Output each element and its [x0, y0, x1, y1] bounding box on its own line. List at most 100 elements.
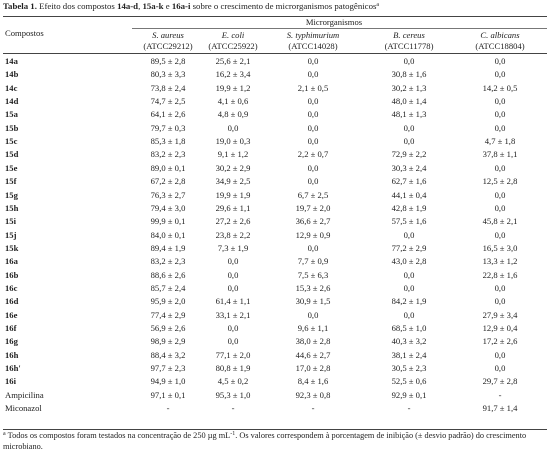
cell: -	[407, 403, 411, 414]
rule	[132, 28, 547, 29]
cell: 4,7 ± 1,8	[484, 136, 516, 147]
cell: 23,8 ± 2,2	[215, 229, 251, 240]
title-text: ,	[138, 1, 143, 11]
cell: 0,0	[307, 96, 319, 107]
column-species: C. albicans	[480, 30, 520, 40]
column-species: E. coli	[221, 30, 245, 40]
cell: 19,0 ± 0,3	[215, 136, 251, 147]
column-species: S. aureus	[152, 30, 184, 40]
footnote-mark: a	[376, 2, 380, 8]
stub-header: Compostos	[5, 28, 44, 38]
cell: 0,0	[494, 363, 506, 374]
cell: 83,2 ± 2,3	[150, 149, 186, 160]
cell: 0,0	[494, 96, 506, 107]
cell: 40,3 ± 3,2	[391, 336, 427, 347]
cell: 0,0	[307, 309, 319, 320]
cell: 4,5 ± 0,2	[217, 376, 249, 387]
cell: 68,5 ± 1,0	[391, 323, 427, 333]
cell: 84,2 ± 1,9	[391, 296, 427, 307]
footnote-text: -1	[230, 431, 236, 437]
cell: 0,0	[227, 282, 239, 293]
cell: 9,6 ± 1,1	[297, 323, 329, 333]
cell: 77,1 ± 2,0	[215, 349, 251, 360]
rule	[3, 53, 547, 54]
cell: 91,7 ± 1,4	[482, 403, 518, 414]
cell: 62,7 ± 1,6	[391, 176, 427, 187]
cell: 0,0	[227, 336, 239, 347]
cell: -	[166, 403, 170, 414]
cell: 0,0	[494, 122, 506, 133]
cell: 99,9 ± 0,1	[150, 216, 186, 227]
cell: 42,8 ± 1,9	[391, 202, 427, 213]
cell: 89,0 ± 0,1	[150, 162, 186, 173]
row-label: 15b	[5, 122, 19, 133]
cell: 0,0	[403, 269, 415, 280]
title-label: Tabela 1.	[3, 1, 37, 11]
cell: 17,2 ± 2,6	[482, 336, 518, 347]
cell: 67,2 ± 2,8	[150, 176, 186, 187]
cell: 30,8 ± 1,6	[391, 69, 427, 80]
cell: 0,0	[403, 309, 415, 320]
cell: 77,4 ± 2,9	[150, 309, 186, 320]
cell: 29,6 ± 1,1	[215, 202, 251, 213]
cell: 8,4 ± 1,6	[297, 376, 329, 387]
rule	[3, 429, 547, 430]
cell: 30,5 ± 2,3	[391, 363, 427, 374]
cell: 29,7 ± 2,8	[482, 376, 518, 387]
cell: 89,5 ± 2,8	[150, 56, 186, 66]
row-label: 15e	[5, 162, 18, 173]
cell: 19,9 ± 1,2	[215, 82, 251, 93]
title-text: 15a-k	[142, 1, 164, 11]
cell: 43,0 ± 2,8	[391, 256, 427, 267]
row-label: 16f	[5, 323, 17, 333]
cell: 83,2 ± 2,3	[150, 256, 186, 267]
cell: 0,0	[403, 229, 415, 240]
row-label: 15g	[5, 189, 18, 200]
cell: 92,3 ± 0,8	[295, 389, 331, 400]
cell: 64,1 ± 2,6	[150, 109, 186, 120]
group-header: Microrganismos	[305, 17, 363, 27]
row-label: 14c	[5, 82, 18, 93]
cell: 27,2 ± 2,6	[215, 216, 251, 227]
cell: 0,0	[307, 69, 319, 80]
cell: 0,0	[307, 122, 319, 133]
row-label: 15i	[5, 216, 16, 227]
title-text: 14a-d	[117, 1, 139, 11]
title-text: Efeito dos compostos	[36, 1, 118, 11]
column-strain: (ATCC11778)	[384, 41, 434, 51]
cell: -	[231, 403, 235, 414]
row-label: 14a	[5, 56, 18, 66]
cell: 74,7 ± 2,5	[150, 96, 186, 107]
column-strain: (ATCC25922)	[208, 41, 258, 51]
cell: 0,0	[403, 56, 415, 66]
cell: 6,7 ± 2,5	[297, 189, 329, 200]
cell: 0,0	[227, 122, 239, 133]
row-label: 14d	[5, 96, 19, 107]
cell: 72,9 ± 2,2	[391, 149, 427, 160]
row-label: 16g	[5, 336, 18, 347]
cell: 22,8 ± 1,6	[482, 269, 518, 280]
cell: 38,0 ± 2,8	[295, 336, 331, 347]
cell: 48,0 ± 1,4	[391, 96, 427, 107]
cell: 88,4 ± 3,2	[150, 349, 186, 360]
cell: 4,1 ± 0,6	[217, 96, 249, 107]
cell: 15,3 ± 2,6	[295, 282, 331, 293]
cell: 52,5 ± 0,6	[391, 376, 427, 387]
cell: 12,5 ± 2,8	[482, 176, 518, 187]
row-label: 15f	[5, 176, 17, 187]
cell: 30,9 ± 1,5	[295, 296, 331, 307]
cell: 0,0	[494, 349, 506, 360]
cell: 44,1 ± 0,4	[391, 189, 427, 200]
cell: 89,4 ± 1,9	[150, 242, 186, 253]
cell: 97,7 ± 2,3	[150, 363, 186, 374]
cell: 0,0	[307, 176, 319, 187]
cell: 14,2 ± 0,5	[482, 82, 518, 93]
cell: 2,2 ± 0,7	[297, 149, 329, 160]
cell: 27,9 ± 3,4	[482, 309, 518, 320]
cell: 16,2 ± 3,4	[215, 69, 251, 80]
cell: 25,6 ± 2,1	[215, 56, 251, 66]
cell: 73,8 ± 2,4	[150, 82, 186, 93]
cell: 95,9 ± 2,0	[150, 296, 186, 307]
row-label: Miconazol	[5, 403, 42, 414]
